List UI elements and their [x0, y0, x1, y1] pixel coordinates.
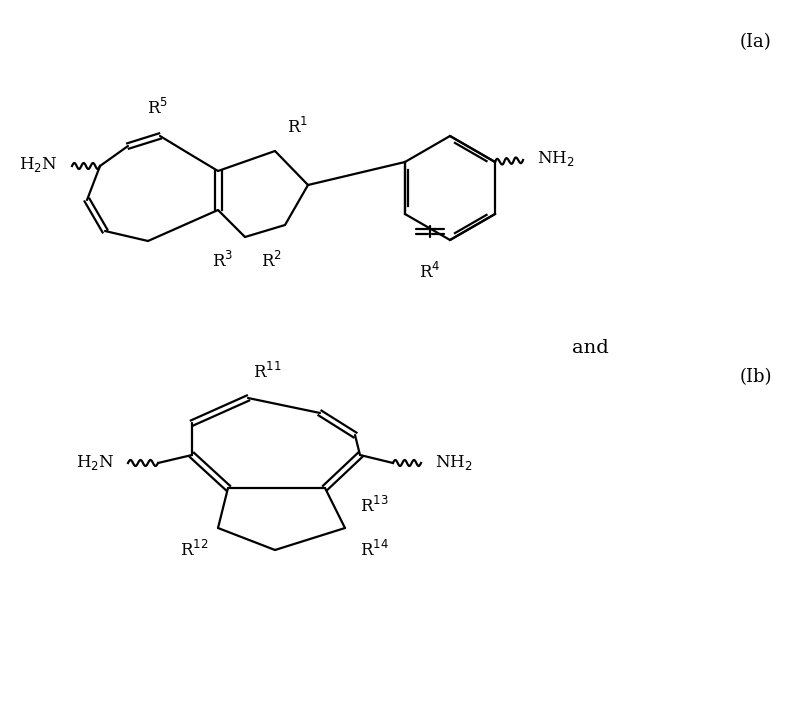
Text: H$_2$N: H$_2$N	[18, 155, 57, 175]
Text: (Ia): (Ia)	[740, 33, 772, 51]
Text: R$^2$: R$^2$	[261, 251, 282, 271]
Text: H$_2$N: H$_2$N	[76, 453, 114, 471]
Text: R$^5$: R$^5$	[147, 98, 168, 118]
Text: R$^3$: R$^3$	[212, 251, 233, 271]
Text: R$^{14}$: R$^{14}$	[360, 540, 389, 560]
Text: R$^4$: R$^4$	[418, 262, 440, 282]
Text: R$^1$: R$^1$	[287, 117, 308, 137]
Text: (Ib): (Ib)	[740, 368, 773, 386]
Text: NH$_2$: NH$_2$	[537, 150, 574, 168]
Text: R$^{13}$: R$^{13}$	[360, 496, 388, 516]
Text: NH$_2$: NH$_2$	[435, 453, 472, 471]
Text: R$^{12}$: R$^{12}$	[180, 540, 208, 560]
Text: R$^{11}$: R$^{11}$	[253, 362, 282, 382]
Text: and: and	[572, 339, 608, 357]
